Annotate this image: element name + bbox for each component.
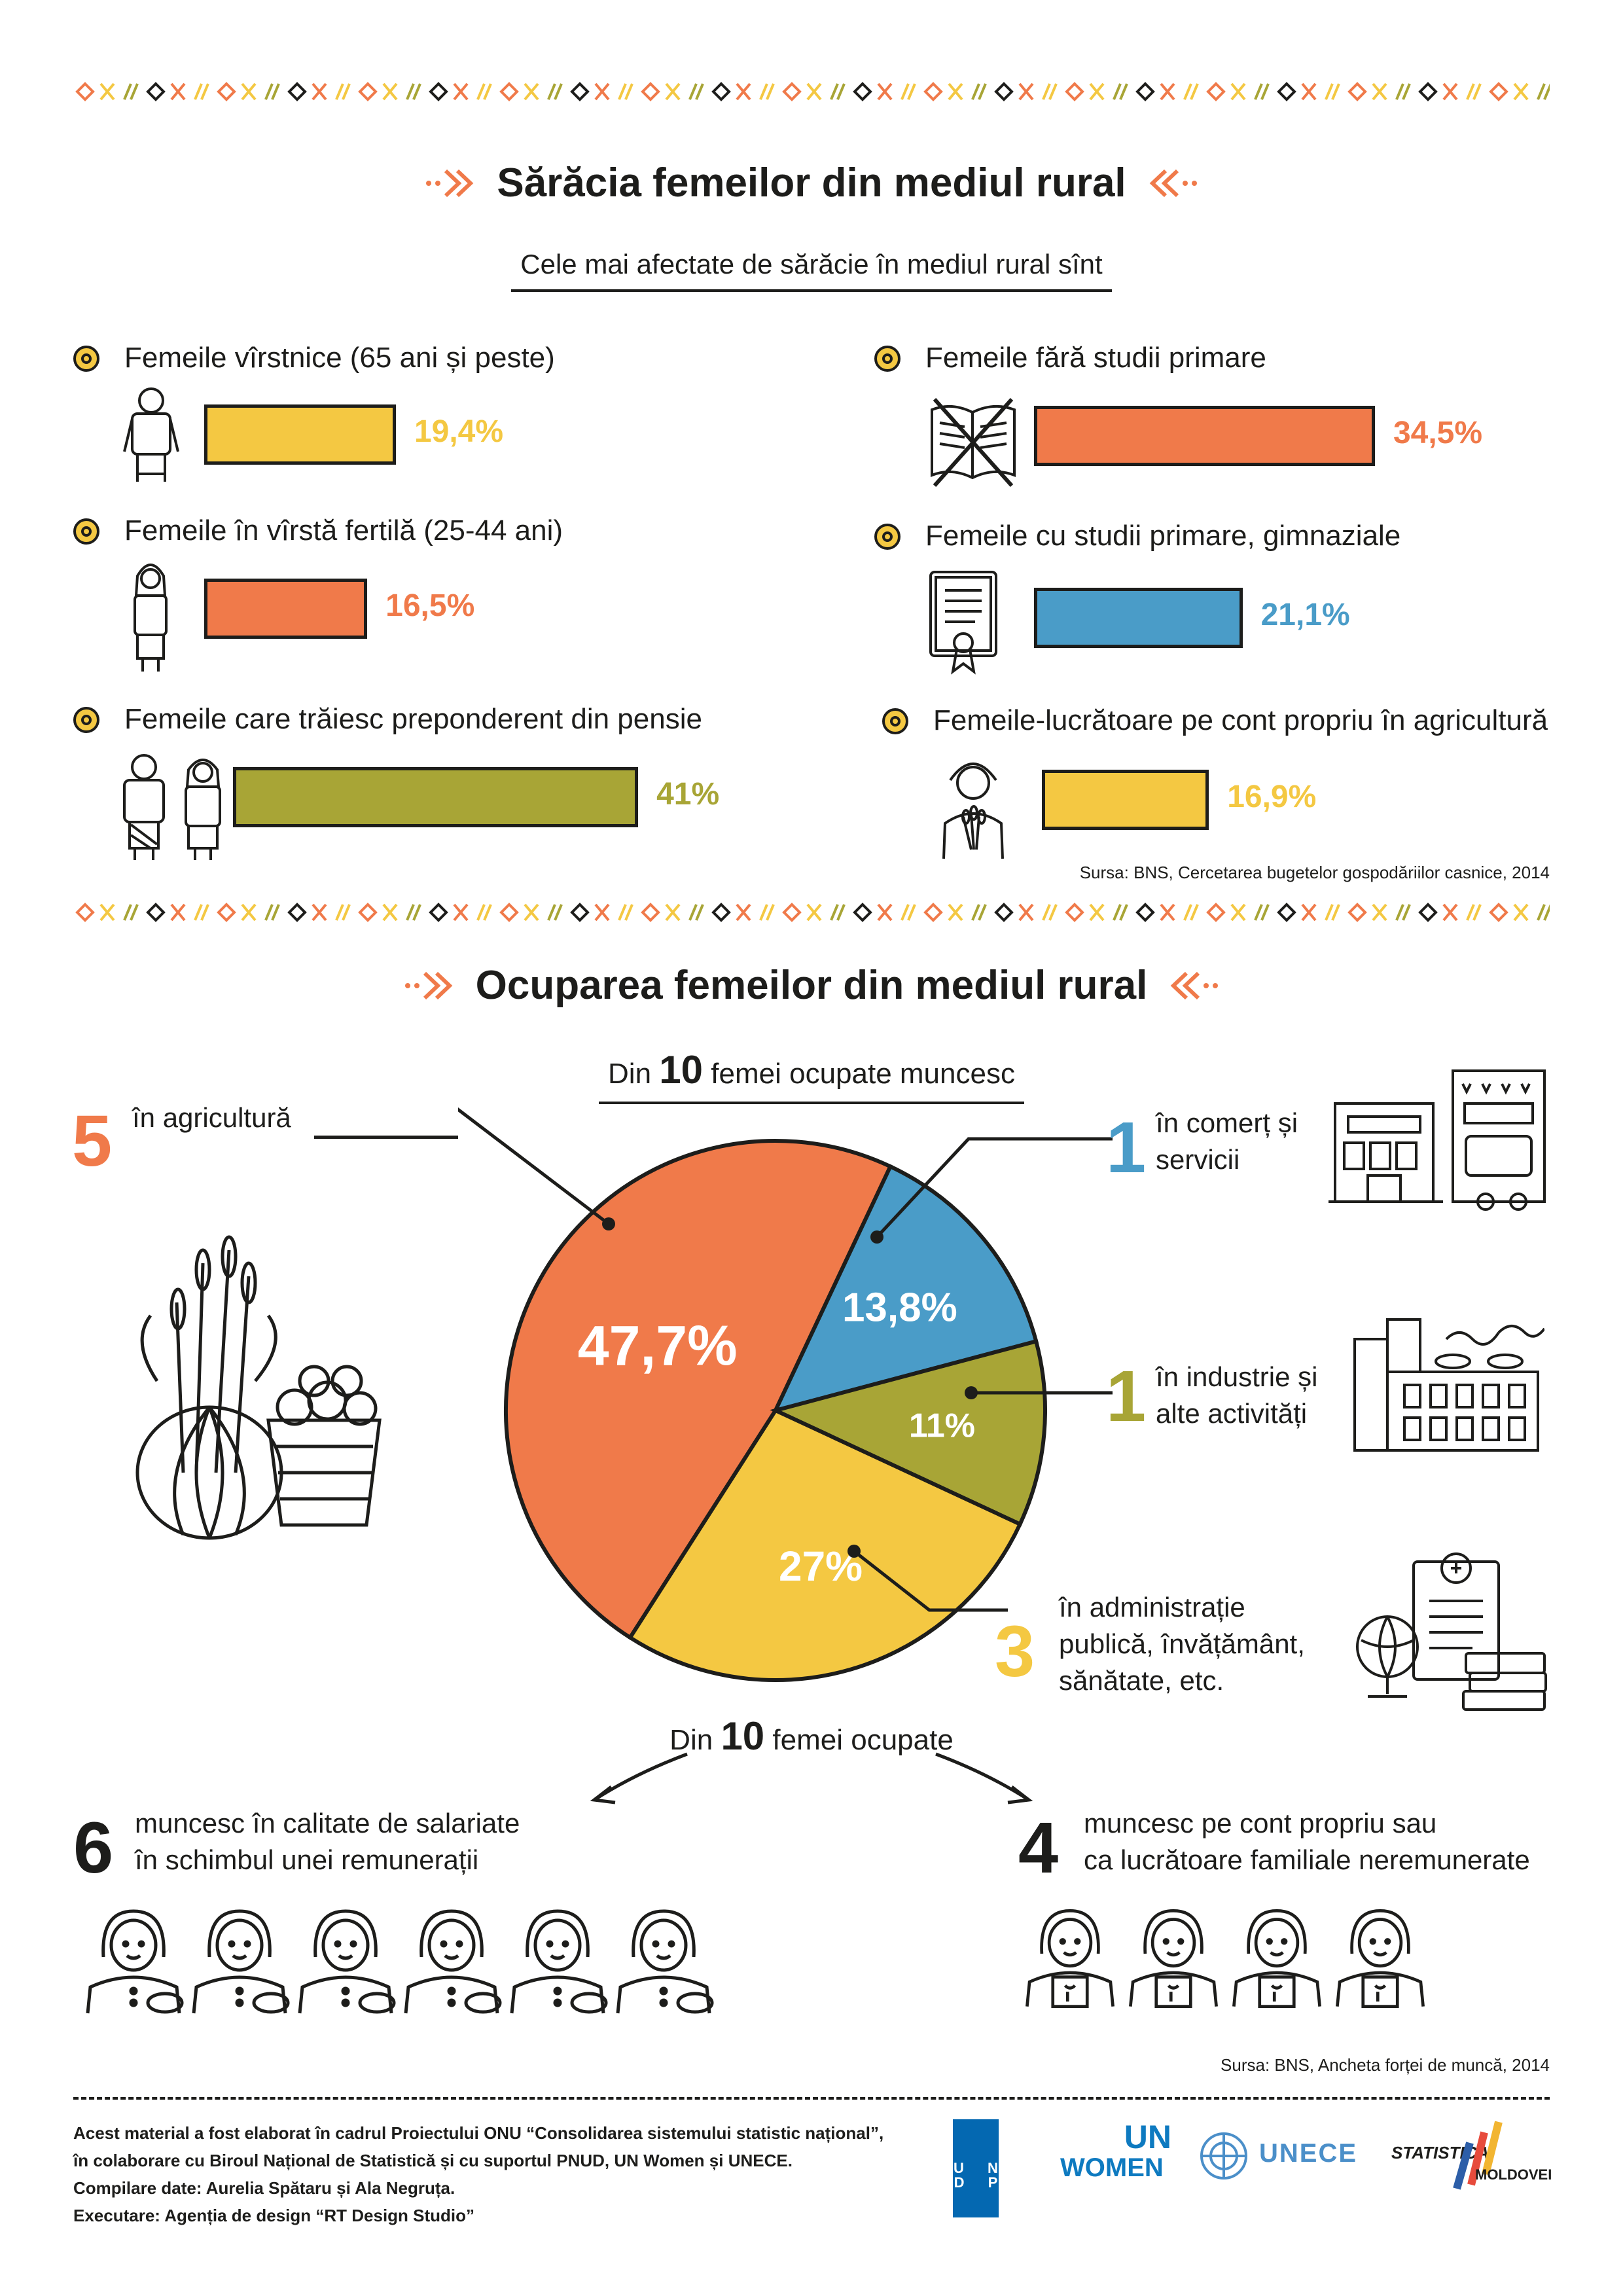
un-women-logo: UN WOMEN	[1060, 2119, 1171, 2182]
bullet-icon	[874, 346, 901, 372]
decorative-border-middle	[75, 903, 1550, 922]
count-agriculture: 5	[72, 1101, 113, 1181]
bar-value-label: 34,5%	[1393, 416, 1483, 450]
label-self-employed: muncesc pe cont propriu sau ca lucrătoare…	[1084, 1808, 1530, 1875]
crossed-book-icon	[931, 398, 1016, 487]
bar	[233, 767, 639, 827]
bar	[204, 404, 396, 465]
employee-woman-icon	[505, 1905, 610, 2016]
young-woman-icon	[134, 564, 168, 672]
count-industry: 1	[1106, 1356, 1147, 1437]
section2-source: Sursa: BNS, Ancheta forței de muncă, 201…	[1221, 2055, 1550, 2075]
elderly-woman-icon	[123, 387, 179, 482]
harvest-icon	[135, 1235, 382, 1540]
school-health-icon	[1356, 1552, 1547, 1711]
bar	[1034, 588, 1243, 648]
section1-source: Sursa: BNS, Cercetarea bugetelor gospodă…	[1079, 863, 1550, 882]
label-commerce: în comerț și servicii	[1156, 1107, 1298, 1175]
split-arrows	[590, 1752, 1033, 1804]
employee-woman-icon	[399, 1905, 504, 2016]
label-industry: în industrie și alte activități	[1156, 1361, 1318, 1429]
pie-leader-dot	[870, 1230, 883, 1244]
bar	[204, 579, 368, 639]
bar-category-label: Femeile-lucrătoare pe cont propriu în ag…	[933, 704, 1548, 736]
bar-category-label: Femeile vîrstnice (65 ani și peste)	[124, 342, 555, 374]
decorative-border-top	[75, 82, 1550, 101]
bar-value-label: 16,5%	[385, 588, 475, 623]
label-agriculture: în agricultură	[132, 1102, 291, 1133]
bar-value-label: 21,1%	[1260, 598, 1350, 632]
statistica-bars-icon	[1453, 2121, 1503, 2190]
employee-woman-icon	[293, 1905, 398, 2016]
pie-leader-line	[458, 1107, 610, 1225]
label-employees: muncesc în calitate de salariate în schim…	[135, 1808, 520, 1875]
bullet-icon	[73, 346, 99, 372]
pie-slice	[772, 1164, 1039, 1414]
bar-category-label: Femeile cu studii primare, gimnaziale	[925, 520, 1401, 552]
pie-slice	[627, 1408, 1023, 1682]
label-administration: în administrație publică, învățământ, sănă…	[1059, 1592, 1305, 1696]
unece-logo: UNECE	[1259, 2139, 1358, 2168]
pie-value-label: 13,8%	[842, 1285, 957, 1330]
pie-header: Din 10 femei ocupate muncesc	[576, 1047, 1047, 1104]
self-employed-woman-icon	[1021, 1905, 1119, 2016]
count-commerce: 1	[1106, 1107, 1147, 1188]
employee-woman-icon	[611, 1905, 716, 2016]
bar-value-label: 41%	[656, 777, 720, 812]
bar	[1042, 770, 1209, 830]
pie-leader-dot	[965, 1386, 978, 1399]
employee-woman-icon	[81, 1905, 186, 2016]
count-administration: 3	[995, 1611, 1035, 1692]
undp-logo: U N D P	[953, 2119, 999, 2217]
section1-subtitle: Cele mai afectate de sărăcie în mediul r…	[0, 249, 1623, 292]
bar-category-label: Femeile în vîrstă fertilă (25-44 ani)	[124, 514, 563, 547]
pie-leader-line	[876, 1137, 1113, 1238]
pie-leader-dot	[602, 1217, 615, 1230]
arrow-right-icon	[426, 169, 474, 197]
footer-divider	[73, 2097, 1550, 2100]
pie-value-label: 47,7%	[578, 1314, 738, 1377]
pie-value-label: 11%	[909, 1407, 975, 1445]
arrow-right-icon	[404, 971, 452, 999]
arrow-left-icon	[1171, 971, 1219, 999]
self-employed-woman-icon	[1228, 1905, 1326, 2016]
agriculture-leader-line	[314, 1136, 458, 1139]
bar-value-label: 19,4%	[414, 414, 504, 449]
bullet-icon	[874, 524, 901, 550]
section1-title: Sărăcia femeilor din mediul rural	[0, 157, 1623, 206]
pie-slice	[504, 1139, 893, 1641]
pensioner-women-icon	[123, 754, 221, 860]
bullet-icon	[882, 708, 908, 734]
farmer-woman-icon	[942, 762, 1004, 859]
employment-header: Din 10 femei ocupate	[669, 1714, 954, 1758]
footer-text: Acest material a fost elaborat în cadrul…	[73, 2123, 884, 2225]
pie-leader-dot	[847, 1545, 861, 1558]
un-emblem-icon	[1200, 2132, 1247, 2179]
bar-category-label: Femeile fără studii primare	[925, 342, 1266, 374]
diploma-icon	[929, 571, 997, 675]
employment-pie-chart: 47,7%13,8%11%27%	[458, 1107, 1113, 1682]
count-self-employed: 4	[1018, 1808, 1059, 1888]
shops-buildings-icon	[1329, 1069, 1546, 1211]
bullet-icon	[73, 518, 99, 545]
pie-slice	[770, 1338, 1047, 1527]
count-employees: 6	[73, 1808, 114, 1888]
employee-woman-icon	[187, 1905, 292, 2016]
pie-leader-line	[853, 1550, 1008, 1612]
section2-title: Ocuparea femeilor din mediul rural	[0, 960, 1623, 1009]
bar-category-label: Femeile care trăiesc preponderent din pe…	[124, 703, 702, 735]
self-employed-woman-icon	[1124, 1905, 1222, 2016]
bar	[1034, 406, 1375, 466]
factory-icon	[1353, 1318, 1544, 1452]
self-employed-woman-icon	[1331, 1905, 1429, 2016]
bullet-icon	[73, 707, 99, 733]
statistica-moldovei-logo: STATISTICA MOLDOVEI	[1391, 2117, 1552, 2195]
arrow-left-icon	[1149, 169, 1197, 197]
bar-value-label: 16,9%	[1227, 780, 1317, 814]
